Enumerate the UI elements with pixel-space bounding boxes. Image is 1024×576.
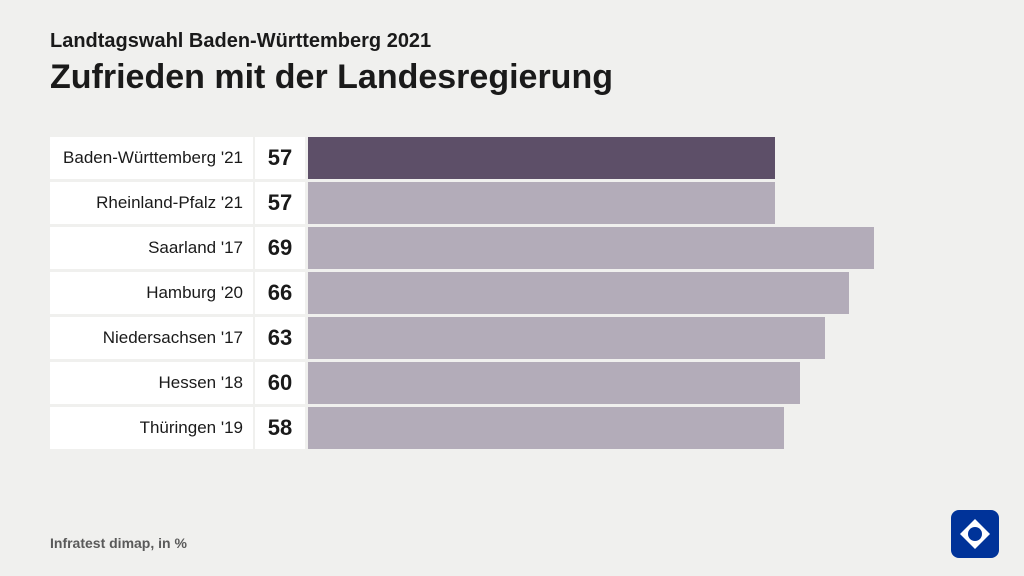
bar (308, 272, 849, 314)
logo-shape (960, 519, 990, 549)
chart-row: Saarland '1769 (50, 227, 974, 269)
row-label: Baden-Württemberg '21 (50, 137, 255, 179)
row-label: Saarland '17 (50, 227, 255, 269)
chart-row: Niedersachsen '1763 (50, 317, 974, 359)
row-value: 66 (255, 272, 305, 314)
row-value: 57 (255, 137, 305, 179)
subtitle: Landtagswahl Baden-Württemberg 2021 (50, 30, 974, 53)
bar-area (305, 272, 974, 314)
row-value: 69 (255, 227, 305, 269)
bar (308, 362, 800, 404)
bar-chart: Baden-Württemberg '2157Rheinland-Pfalz '… (50, 137, 974, 449)
title: Zufrieden mit der Landesregierung (50, 58, 974, 97)
bar (308, 182, 775, 224)
row-value: 60 (255, 362, 305, 404)
bar-area (305, 137, 974, 179)
row-label: Hamburg '20 (50, 272, 255, 314)
row-value: 63 (255, 317, 305, 359)
chart-row: Hamburg '2066 (50, 272, 974, 314)
bar-area (305, 317, 974, 359)
chart-row: Hessen '1860 (50, 362, 974, 404)
chart-row: Baden-Württemberg '2157 (50, 137, 974, 179)
bar (308, 317, 825, 359)
row-value: 57 (255, 182, 305, 224)
source-footer: Infratest dimap, in % (50, 535, 187, 551)
bar-area (305, 227, 974, 269)
bar (308, 137, 775, 179)
row-label: Rheinland-Pfalz '21 (50, 182, 255, 224)
bar-area (305, 362, 974, 404)
row-label: Niedersachsen '17 (50, 317, 255, 359)
bar-area (305, 407, 974, 449)
bar-area (305, 182, 974, 224)
row-value: 58 (255, 407, 305, 449)
bar (308, 407, 784, 449)
bar (308, 227, 874, 269)
chart-row: Thüringen '1958 (50, 407, 974, 449)
chart-row: Rheinland-Pfalz '2157 (50, 182, 974, 224)
logo-center (968, 527, 982, 541)
ard-logo-icon (951, 510, 999, 558)
row-label: Hessen '18 (50, 362, 255, 404)
row-label: Thüringen '19 (50, 407, 255, 449)
chart-container: Landtagswahl Baden-Württemberg 2021 Zufr… (0, 0, 1024, 469)
